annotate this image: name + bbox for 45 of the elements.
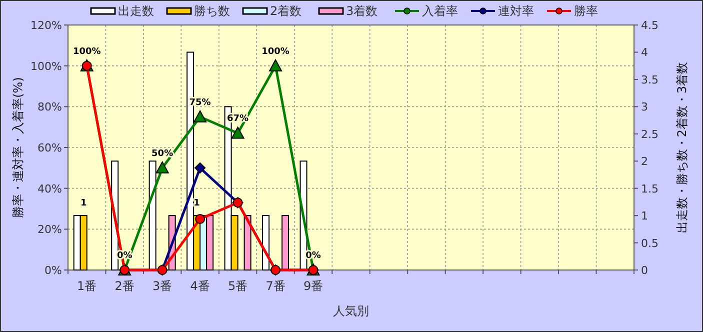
legend-label: 勝率 bbox=[574, 4, 598, 18]
y2-tick-label: 4 bbox=[641, 46, 648, 60]
y-tick-label: 0% bbox=[44, 264, 62, 277]
y2-tick-label: 1.5 bbox=[641, 182, 658, 196]
x-tick-label: 2番 bbox=[114, 279, 134, 293]
point bbox=[194, 162, 206, 174]
point bbox=[195, 214, 206, 224]
legend-label: 連対率 bbox=[498, 4, 534, 18]
y-tick-label: 100% bbox=[30, 60, 62, 73]
y2-axis-title: 出走数・勝ち数・2着数・3着数 bbox=[675, 62, 689, 234]
legend-label: 2着数 bbox=[270, 4, 302, 18]
x-tick-label: 3番 bbox=[152, 279, 172, 293]
legend-label: 勝ち数 bbox=[194, 4, 230, 18]
data-label: 1 bbox=[194, 198, 200, 209]
y-axis-title: 勝率・連対率・入着率(%) bbox=[11, 77, 25, 218]
point bbox=[156, 161, 169, 174]
y2-tick-label: 2.5 bbox=[641, 128, 658, 141]
x-tick-label: 1番 bbox=[77, 279, 97, 293]
y2-tick-label: 3 bbox=[641, 100, 648, 114]
y2-tick-label: 3.5 bbox=[641, 73, 658, 86]
y-tick-label: 60% bbox=[38, 142, 62, 154]
point bbox=[269, 59, 282, 72]
x-tick-label: 7番 bbox=[266, 279, 286, 293]
y2-tick-label: 0 bbox=[641, 264, 648, 277]
y2-tick-label: 0.5 bbox=[641, 236, 658, 250]
y2-tick-label: 1 bbox=[641, 210, 648, 223]
y2-tick-label: 2 bbox=[641, 155, 648, 168]
point bbox=[194, 110, 207, 122]
legend-label: 出走数 bbox=[118, 4, 154, 18]
bar bbox=[244, 215, 252, 270]
data-label: 1 bbox=[80, 198, 87, 209]
y-tick-label: 80% bbox=[38, 100, 62, 114]
y-tick-label: 40% bbox=[38, 182, 62, 196]
data-label: 100% bbox=[72, 46, 101, 57]
y-tick-label: 20% bbox=[38, 223, 62, 236]
x-tick-label: 9番 bbox=[303, 279, 324, 293]
legend-label: 3着数 bbox=[346, 4, 378, 18]
y2-tick-label: 4.5 bbox=[641, 19, 658, 32]
point bbox=[231, 126, 244, 139]
data-label: 100% bbox=[262, 46, 290, 57]
y-tick-label: 120% bbox=[30, 19, 62, 32]
x-tick-label: 4番 bbox=[190, 279, 210, 293]
legend-label: 入着率 bbox=[422, 4, 458, 18]
x-tick-label: 5番 bbox=[228, 279, 248, 293]
x-axis-title: 人気別 bbox=[333, 304, 369, 318]
